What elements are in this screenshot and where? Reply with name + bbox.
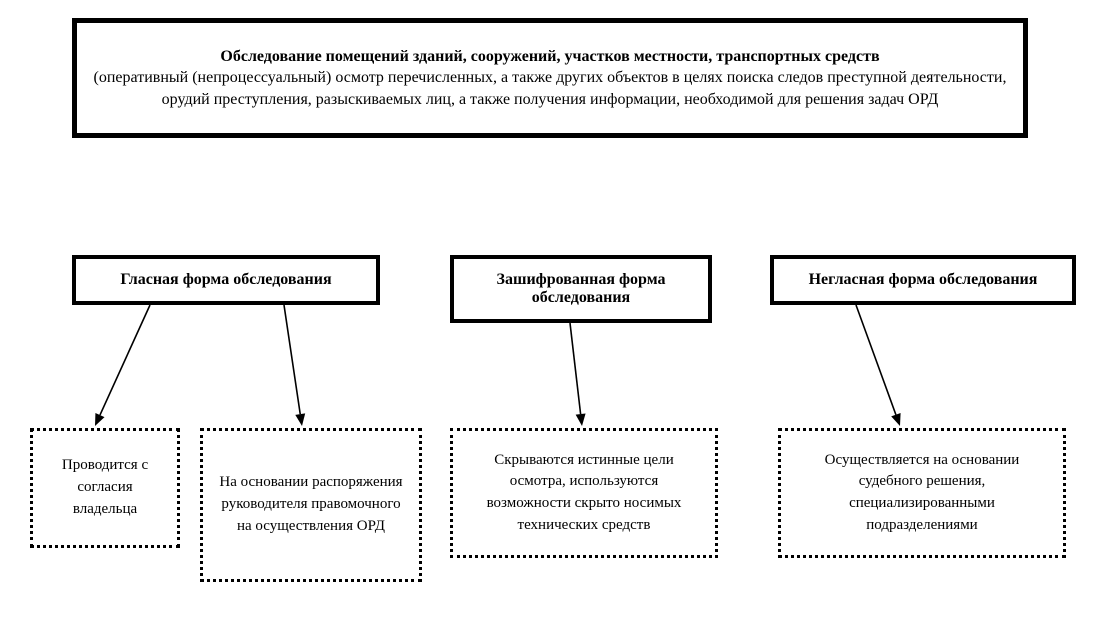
detail-soglasie: Проводится с согласия владельца xyxy=(30,428,180,548)
detail-sudebnoe: Осуществляется на основании судебного ре… xyxy=(778,428,1066,558)
main-body: (оперативный (непроцессуальный) осмотр п… xyxy=(91,67,1009,110)
main-title: Обследование помещений зданий, сооружени… xyxy=(220,46,879,68)
category-neglasnaya: Негласная форма обследования xyxy=(770,255,1076,305)
category-glasnaya: Гласная форма обследования xyxy=(72,255,380,305)
detail-rasporyazhenie: На основании распоряжения руководителя п… xyxy=(200,428,422,582)
detail-skryvayutsya: Скрываются истинные цели осмотра, исполь… xyxy=(450,428,718,558)
main-definition-box: Обследование помещений зданий, сооружени… xyxy=(72,18,1028,138)
category-zashifrovannaya: Зашифрованная форма обследования xyxy=(450,255,712,323)
